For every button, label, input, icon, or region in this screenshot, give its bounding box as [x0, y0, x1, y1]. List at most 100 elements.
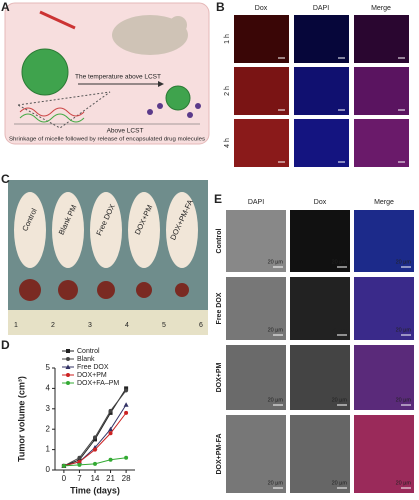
- legend-label: DOX+FA–PM: [77, 380, 119, 387]
- micrograph: [226, 210, 286, 272]
- marker: [93, 435, 97, 440]
- column-header: Merge: [374, 199, 394, 206]
- legend-label: DOX+PM: [77, 372, 107, 379]
- tumor: [58, 280, 78, 300]
- series-line: [63, 388, 127, 467]
- tumor: [97, 281, 115, 299]
- marker: [108, 408, 113, 413]
- micrograph: [234, 15, 289, 63]
- marker: [66, 381, 70, 385]
- mouse-head: [169, 16, 187, 34]
- caption: Shrinkage of micelle followed by release…: [9, 136, 205, 142]
- x-tick-label: 21: [106, 474, 115, 483]
- marker: [108, 431, 113, 436]
- marker: [124, 455, 129, 460]
- scale-label: 20 µm: [332, 327, 348, 333]
- panel-label: D: [1, 338, 10, 352]
- row-label: DOX+PM: [216, 362, 223, 392]
- scale-label: 20 µm: [268, 480, 284, 486]
- marker: [66, 357, 70, 361]
- micrograph: [354, 210, 414, 272]
- ruler-number: 6: [199, 322, 203, 329]
- drug-molecule: [157, 103, 163, 109]
- column-header: DAPI: [313, 5, 329, 12]
- marker: [61, 463, 66, 468]
- mouse: [128, 192, 160, 268]
- marker: [108, 426, 114, 432]
- micrograph: [354, 15, 409, 63]
- y-axis-label: Tumor volume (cm³): [16, 376, 26, 462]
- x-tick-label: 0: [62, 474, 67, 483]
- marker: [77, 462, 82, 467]
- arrow-text: The temperature above LCST: [75, 74, 161, 81]
- micrograph: [294, 15, 349, 63]
- marker: [108, 410, 113, 415]
- legend-label: Free DOX: [77, 364, 109, 371]
- marker: [124, 388, 129, 393]
- scale-label: 20 µm: [396, 259, 412, 265]
- marker: [123, 402, 129, 407]
- micrograph: [226, 415, 286, 493]
- legend-label: Control: [77, 348, 100, 355]
- mouse: [166, 192, 198, 268]
- mouse: [90, 192, 122, 268]
- micrograph: [354, 415, 414, 493]
- scale-label: 20 µm: [332, 259, 348, 265]
- row-label: Free DOX: [216, 292, 223, 324]
- marker: [108, 457, 113, 462]
- micrograph: [226, 345, 286, 410]
- tumor: [19, 279, 41, 301]
- scale-label: 20 µm: [268, 259, 284, 265]
- marker: [124, 410, 129, 415]
- marker: [124, 386, 129, 391]
- x-tick-label: 7: [77, 474, 82, 483]
- marker: [77, 459, 82, 464]
- series-line: [63, 404, 127, 467]
- micelle-large: [21, 48, 69, 96]
- ruler-number: 1: [14, 322, 18, 329]
- x-tick-label: 28: [122, 474, 131, 483]
- arrow-head: [158, 81, 164, 87]
- marker: [93, 447, 97, 452]
- row-label: DOX+PM-FA: [216, 433, 223, 474]
- column-header: Dox: [255, 5, 268, 12]
- column-header: Dox: [314, 199, 327, 206]
- row-label: 4 h: [224, 138, 231, 148]
- marker: [93, 437, 97, 442]
- micrograph: [294, 67, 349, 115]
- scale-label: 20 µm: [396, 480, 412, 486]
- x-axis-label: Time (days): [70, 485, 120, 495]
- mouse: [14, 192, 46, 268]
- ruler-number: 4: [125, 322, 129, 329]
- row-label: Control: [216, 229, 223, 254]
- micrograph: [290, 345, 350, 410]
- micelle-small: [165, 85, 191, 111]
- panel-label: E: [214, 192, 222, 206]
- micrograph: [294, 119, 349, 167]
- marker: [77, 455, 82, 460]
- drug-molecule: [187, 112, 193, 118]
- lower-text: Above LCST: [107, 128, 144, 135]
- y-tick-label: 3: [46, 404, 51, 413]
- micrograph: [354, 345, 414, 410]
- tumor: [136, 282, 152, 298]
- polymer-chain: [19, 113, 85, 123]
- ruler-number: 2: [51, 322, 55, 329]
- marker: [93, 461, 97, 466]
- marker: [66, 349, 70, 353]
- marker: [66, 373, 70, 377]
- tumor: [175, 283, 189, 297]
- micrograph: [226, 277, 286, 340]
- y-tick-label: 0: [46, 465, 51, 474]
- y-tick-label: 5: [46, 363, 51, 372]
- column-header: Merge: [371, 5, 391, 12]
- micrograph: [234, 67, 289, 115]
- mouse: [52, 192, 84, 268]
- scale-label: 20 µm: [268, 397, 284, 403]
- micrograph: [354, 119, 409, 167]
- micrograph: [234, 119, 289, 167]
- scale-label: 20 µm: [268, 327, 284, 333]
- row-label: 1 h: [224, 34, 231, 44]
- series-line: [63, 390, 127, 467]
- micrograph: [290, 210, 350, 272]
